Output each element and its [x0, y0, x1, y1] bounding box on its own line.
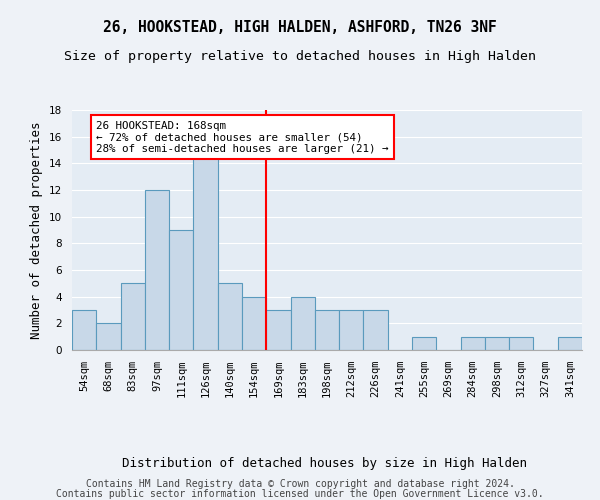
Text: 26 HOOKSTEAD: 168sqm
← 72% of detached houses are smaller (54)
28% of semi-detac: 26 HOOKSTEAD: 168sqm ← 72% of detached h… [96, 120, 389, 154]
Bar [193, 150, 218, 350]
Bar [218, 284, 242, 350]
Text: Distribution of detached houses by size in High Halden: Distribution of detached houses by size … [121, 458, 527, 470]
Bar [412, 336, 436, 350]
Text: 26, HOOKSTEAD, HIGH HALDEN, ASHFORD, TN26 3NF: 26, HOOKSTEAD, HIGH HALDEN, ASHFORD, TN2… [103, 20, 497, 35]
Bar [266, 310, 290, 350]
Text: Contains HM Land Registry data © Crown copyright and database right 2024.: Contains HM Land Registry data © Crown c… [86, 479, 514, 489]
Bar [121, 284, 145, 350]
Bar [364, 310, 388, 350]
Bar [169, 230, 193, 350]
Bar [315, 310, 339, 350]
Bar [558, 336, 582, 350]
Bar [461, 336, 485, 350]
Bar [509, 336, 533, 350]
Bar [485, 336, 509, 350]
Bar [339, 310, 364, 350]
Text: Size of property relative to detached houses in High Halden: Size of property relative to detached ho… [64, 50, 536, 63]
Bar [242, 296, 266, 350]
Text: Contains public sector information licensed under the Open Government Licence v3: Contains public sector information licen… [56, 489, 544, 499]
Bar [72, 310, 96, 350]
Bar [290, 296, 315, 350]
Bar [145, 190, 169, 350]
Bar [96, 324, 121, 350]
Y-axis label: Number of detached properties: Number of detached properties [31, 121, 43, 339]
